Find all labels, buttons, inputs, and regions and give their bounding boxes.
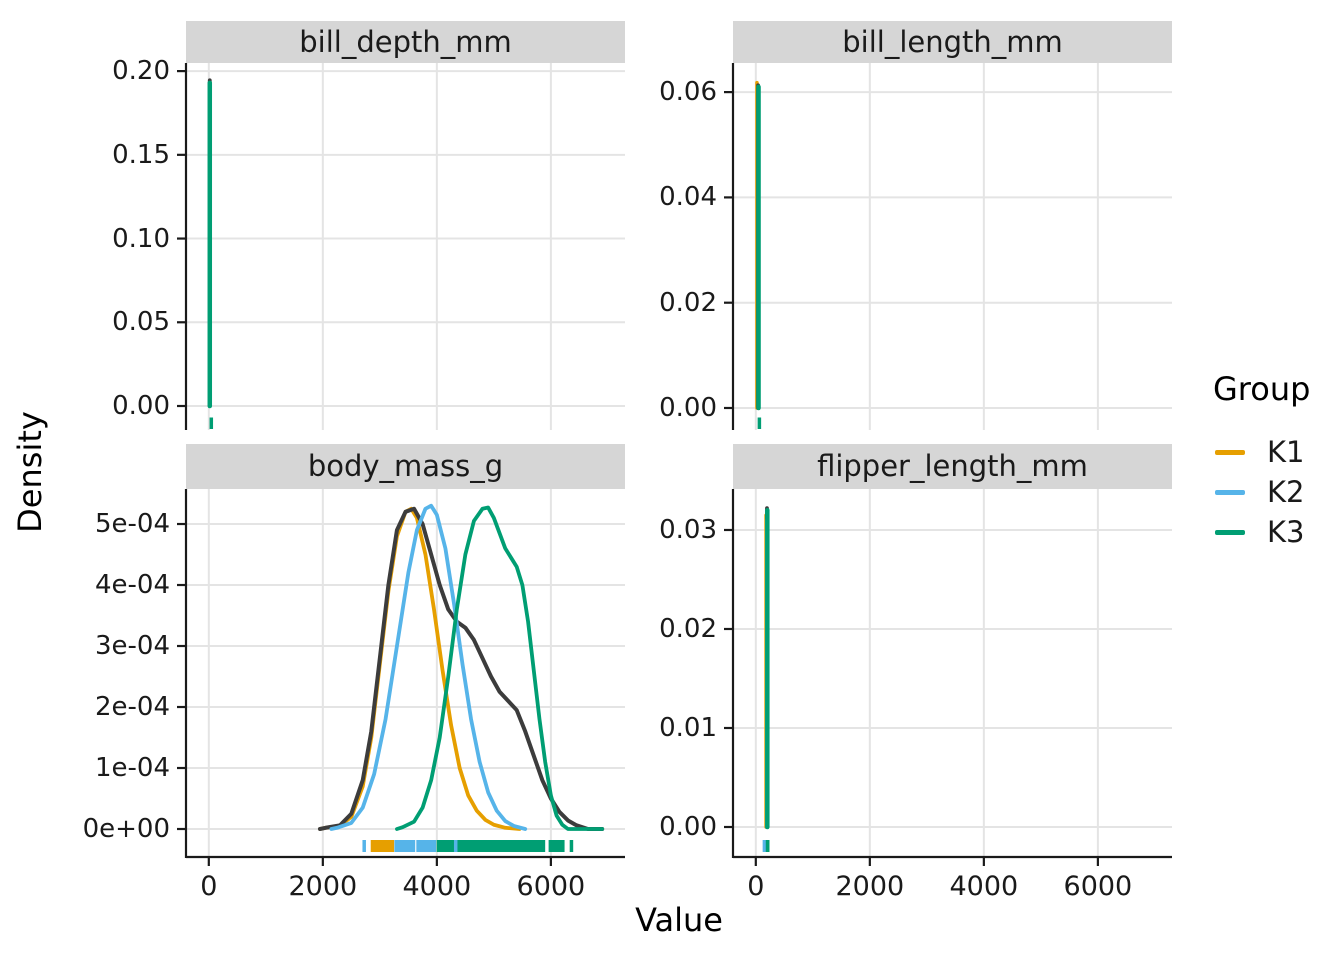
rug-K2 bbox=[416, 840, 437, 852]
x-tick-label: 0 bbox=[200, 871, 218, 902]
y-tick-label: 0.02 bbox=[659, 287, 717, 318]
y-tick-label: 0.00 bbox=[659, 812, 717, 842]
rug-K3 bbox=[757, 417, 762, 429]
x-tick-label: 4000 bbox=[402, 871, 472, 902]
x-tick-label: 2000 bbox=[835, 871, 905, 902]
y-tick-label: 0e+00 bbox=[82, 814, 170, 844]
legend-item-label: K1 bbox=[1267, 435, 1305, 469]
rug-K3 bbox=[569, 840, 574, 852]
y-axis-title: Density bbox=[11, 411, 49, 533]
legend-items: K1 K2 K3 bbox=[1205, 432, 1344, 552]
density-curve-All bbox=[317, 506, 605, 831]
y-tick-label: 0.03 bbox=[659, 514, 717, 545]
facet-strip-body_mass_g: body_mass_g bbox=[186, 444, 625, 489]
panel-bill_depth_mm bbox=[177, 63, 625, 430]
panel-body_mass_g bbox=[177, 489, 625, 866]
legend-item-K3: K3 bbox=[1205, 512, 1344, 552]
y-tick-label: 0.04 bbox=[659, 182, 717, 213]
rug-K3 bbox=[436, 840, 441, 852]
y-tick-label: 0.06 bbox=[659, 77, 717, 108]
rug-K3 bbox=[765, 840, 770, 852]
y-tick-label: 1e-04 bbox=[94, 753, 170, 783]
x-axis-title: Value bbox=[635, 901, 723, 939]
facet-strip-bill_depth_mm: bill_depth_mm bbox=[186, 21, 625, 63]
rug-K3 bbox=[209, 417, 214, 429]
legend-item-K1: K1 bbox=[1205, 432, 1344, 472]
legend-swatch-K3 bbox=[1215, 529, 1245, 535]
y-tick-label: 2e-04 bbox=[94, 692, 170, 722]
rug-K1 bbox=[370, 840, 395, 852]
y-tick-label: 0.02 bbox=[659, 613, 717, 644]
x-tick-label: 2000 bbox=[288, 871, 358, 902]
y-tick-label: 0.01 bbox=[659, 712, 717, 743]
facet-strip-bill_length_mm: bill_length_mm bbox=[733, 21, 1172, 63]
legend-swatch-K2 bbox=[1215, 489, 1245, 495]
x-tick-label: 0 bbox=[747, 871, 765, 902]
y-tick-label: 0.00 bbox=[112, 391, 170, 421]
x-tick-label: 6000 bbox=[516, 871, 586, 902]
facet-strip-flipper_length_mm: flipper_length_mm bbox=[733, 444, 1172, 489]
x-tick-label: 4000 bbox=[949, 871, 1019, 902]
y-tick-label: 0.00 bbox=[659, 392, 717, 423]
rug-K2 bbox=[394, 840, 416, 852]
y-tick-label: 0.10 bbox=[112, 223, 170, 254]
y-tick-label: 0.15 bbox=[112, 139, 170, 170]
rug-K3 bbox=[439, 840, 546, 852]
legend-swatch-K1 bbox=[1215, 449, 1245, 455]
x-tick-label: 6000 bbox=[1063, 871, 1133, 902]
legend-item-K2: K2 bbox=[1205, 472, 1344, 512]
rug-K2 bbox=[762, 840, 769, 852]
panel-bill_length_mm bbox=[724, 63, 1172, 430]
density-curve-K2 bbox=[329, 503, 528, 831]
panel-flipper_length_mm bbox=[724, 489, 1172, 866]
y-tick-label: 4e-04 bbox=[94, 570, 170, 600]
rug-K2 bbox=[362, 840, 366, 852]
y-tick-label: 0.05 bbox=[112, 307, 170, 338]
legend-item-label: K3 bbox=[1267, 515, 1305, 549]
y-tick-label: 3e-04 bbox=[94, 631, 170, 661]
y-tick-label: 5e-04 bbox=[94, 509, 170, 539]
legend-item-label: K2 bbox=[1267, 475, 1305, 509]
legend: Group K1 K2 K3 bbox=[1205, 370, 1344, 552]
y-tick-label: 0.20 bbox=[112, 56, 170, 87]
rug-K3 bbox=[548, 840, 565, 852]
density-curve-K3 bbox=[395, 505, 605, 831]
rug-K2 bbox=[453, 840, 458, 852]
legend-title: Group bbox=[1213, 370, 1311, 408]
